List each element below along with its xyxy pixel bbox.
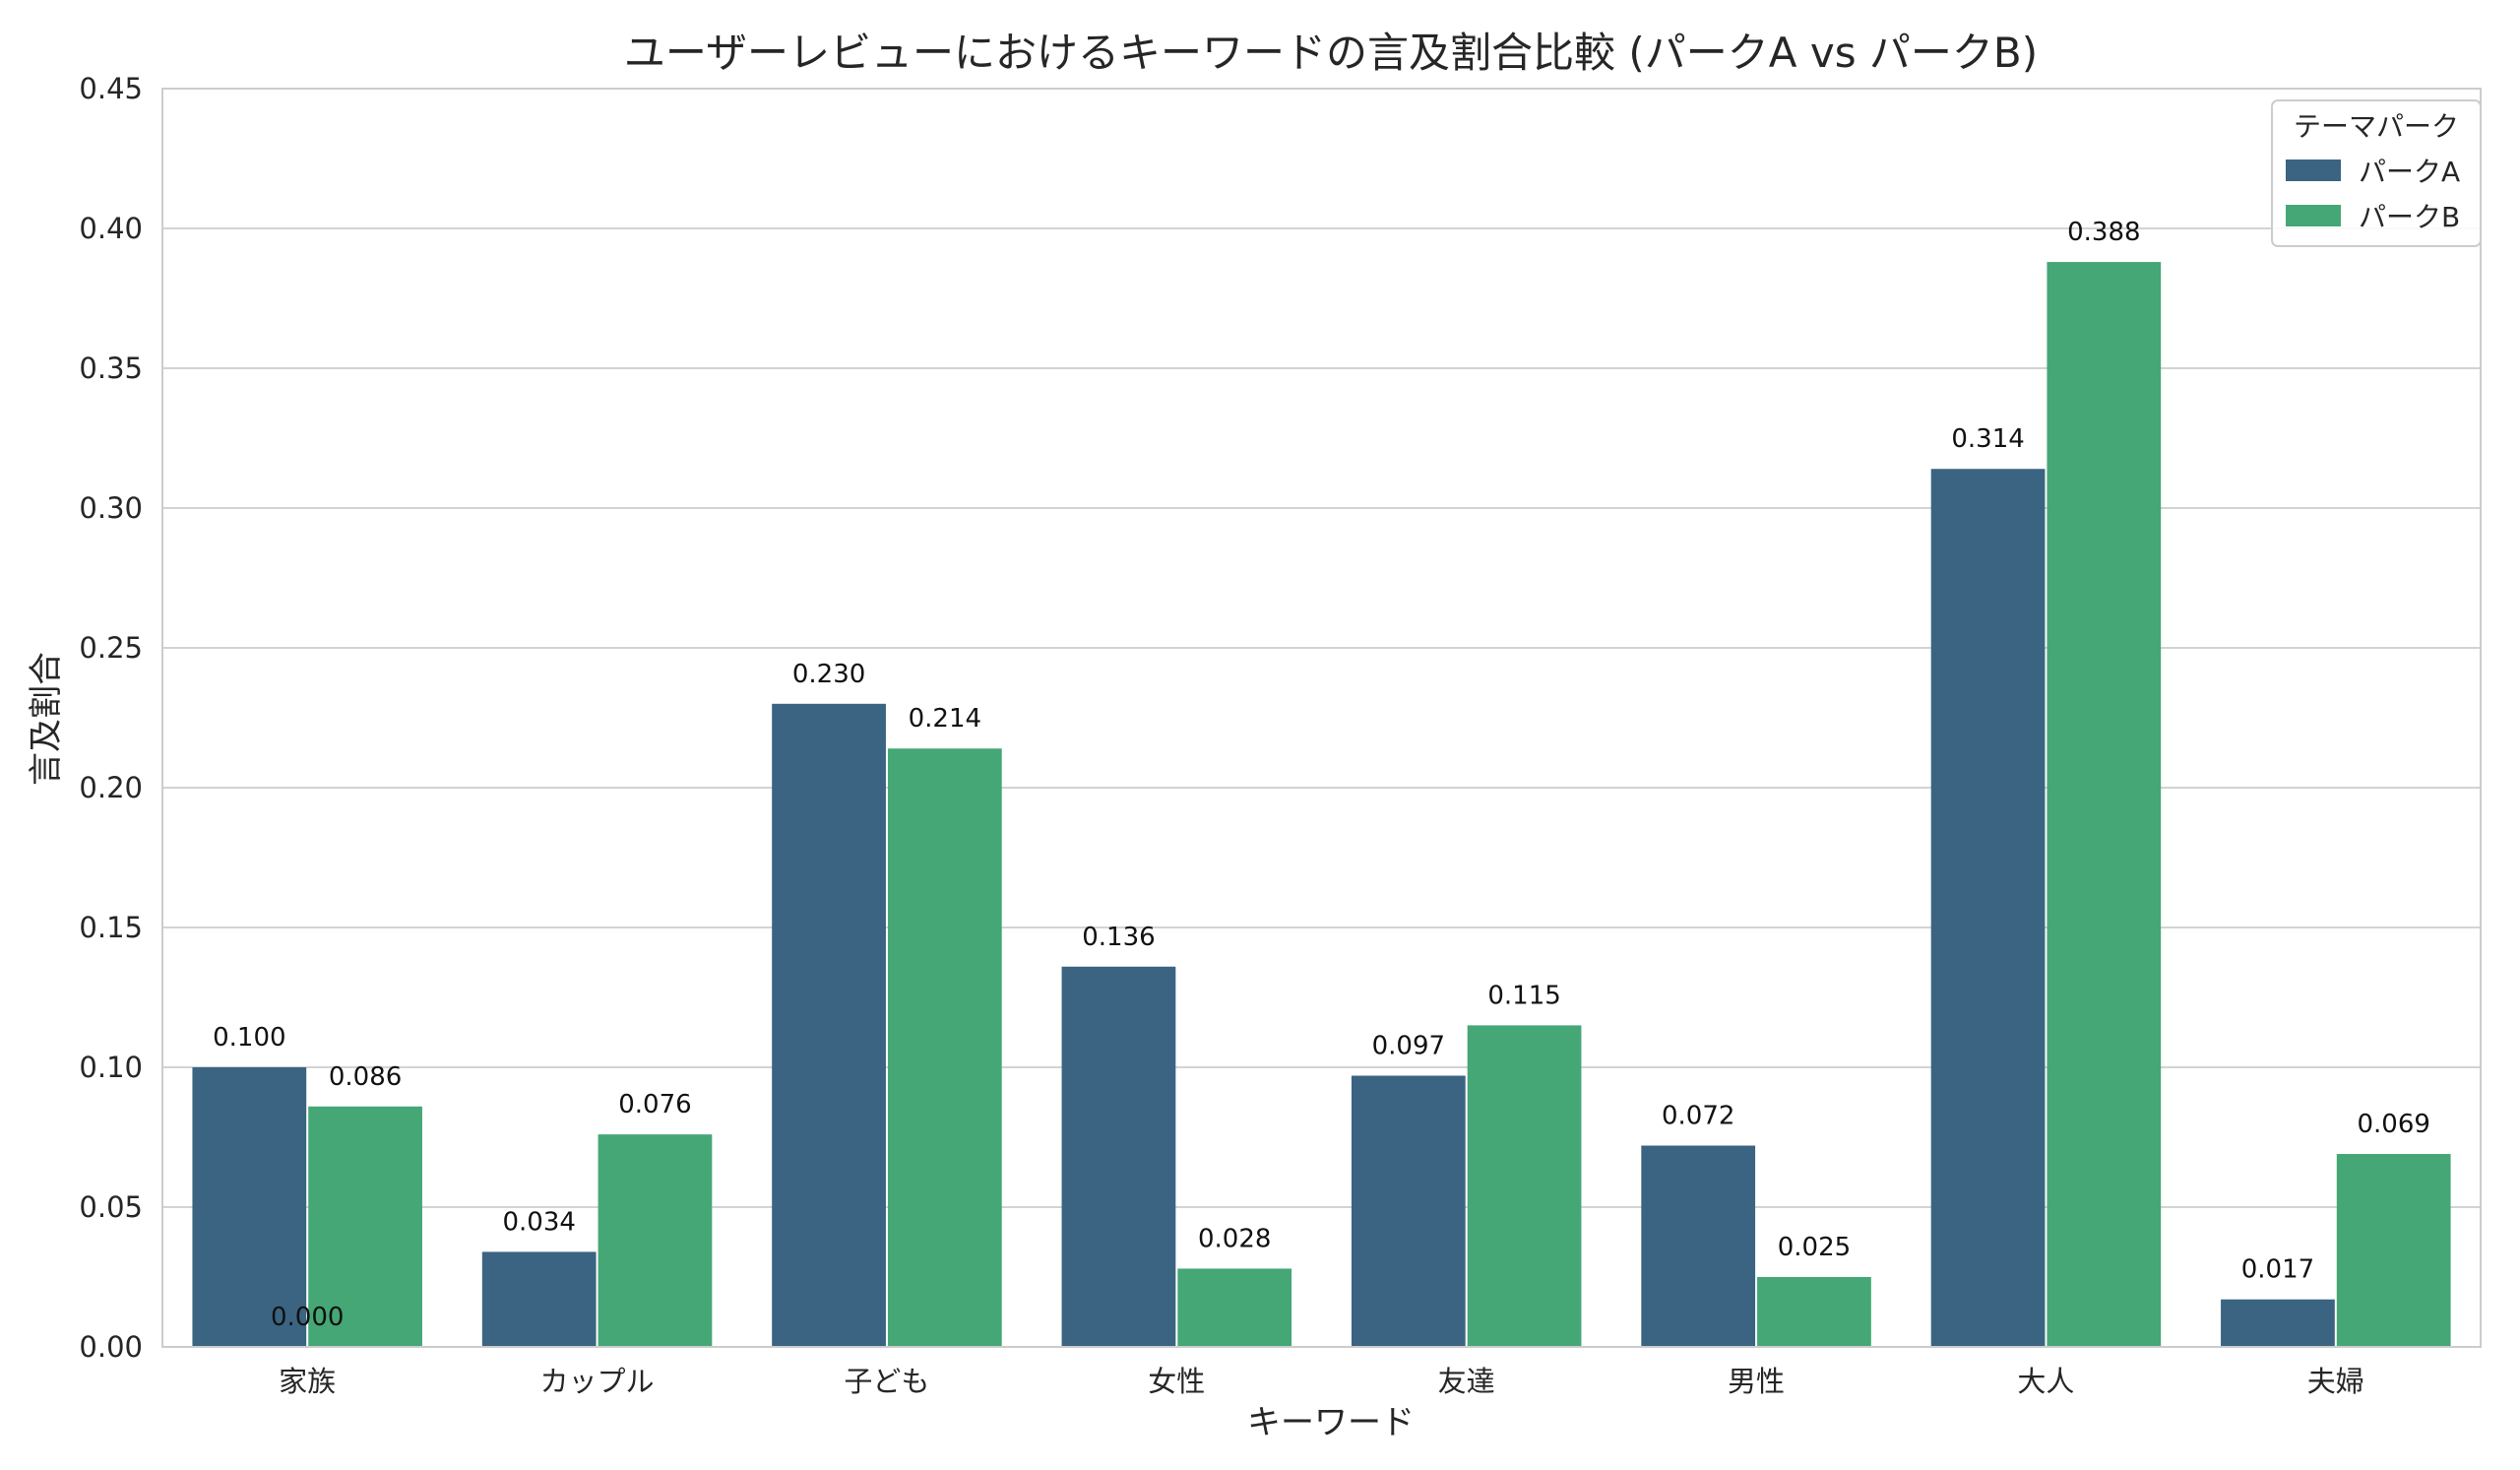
bar (772, 703, 886, 1347)
chart-title: ユーザーレビューにおけるキーワードの言及割合比較 (パークA vs パークB) (624, 29, 2038, 77)
legend-swatch (2286, 205, 2341, 226)
bar (1351, 1075, 1466, 1347)
bar (1757, 1277, 1871, 1347)
x-tick-label: 家族 (279, 1365, 336, 1398)
x-tick-label: 女性 (1148, 1365, 1205, 1398)
bar-value-label: 0.314 (1951, 424, 2024, 454)
bar (598, 1134, 713, 1347)
bar (2047, 262, 2162, 1348)
y-tick-label: 0.35 (79, 352, 143, 385)
bar-value-label: 0.028 (1198, 1224, 1271, 1253)
legend-entry-label: パークB (2359, 201, 2460, 233)
bar (1641, 1145, 1756, 1347)
bar (2221, 1299, 2335, 1347)
x-axis-title: キーワード (1247, 1403, 1415, 1442)
bar (192, 1067, 307, 1347)
bar-value-label: 0.076 (618, 1090, 691, 1119)
legend-title: テーマパーク (2294, 110, 2459, 143)
legend-entry-label: パークA (2359, 156, 2460, 188)
bar (1061, 966, 1176, 1347)
bar-value-label: 0.214 (909, 704, 981, 734)
y-tick-label: 0.20 (79, 771, 143, 804)
bar-value-label: 0.136 (1082, 923, 1155, 952)
y-tick-label: 0.45 (79, 72, 143, 105)
zero-annotation-label: 0.000 (271, 1303, 344, 1332)
bar-value-label: 0.388 (2067, 218, 2140, 247)
y-tick-label: 0.00 (79, 1330, 143, 1364)
y-tick-label: 0.05 (79, 1190, 143, 1224)
bar-value-label: 0.069 (2357, 1110, 2429, 1139)
bar-value-label: 0.034 (502, 1207, 575, 1237)
y-tick-label: 0.30 (79, 491, 143, 525)
y-axis-title: 言及割合 (27, 652, 66, 786)
y-tick-label: 0.15 (79, 911, 143, 944)
x-tick-label: 子ども (844, 1365, 929, 1398)
x-tick-label: 夫婦 (2307, 1365, 2364, 1398)
bar (887, 748, 1002, 1347)
y-tick-label: 0.40 (79, 212, 143, 245)
legend: テーマパーク パークA パークB (2271, 99, 2482, 247)
bar-value-label: 0.086 (329, 1062, 402, 1092)
bar-value-label: 0.072 (1662, 1102, 1734, 1131)
x-tick-label: 友達 (1438, 1365, 1495, 1398)
bar (308, 1106, 422, 1347)
bar (1930, 469, 2046, 1347)
bar (481, 1251, 597, 1347)
bar-value-label: 0.017 (2241, 1255, 2314, 1285)
x-tick-label: カップル (540, 1365, 655, 1398)
x-tick-label: 男性 (1728, 1365, 1785, 1398)
bar-value-label: 0.115 (1487, 981, 1560, 1010)
bar-value-label: 0.025 (1778, 1233, 1851, 1262)
bar (1177, 1268, 1292, 1347)
legend-swatch (2286, 160, 2341, 181)
y-tick-label: 0.25 (79, 631, 143, 665)
bar-value-label: 0.230 (792, 660, 865, 689)
y-tick-label: 0.10 (79, 1051, 143, 1084)
plot-frame (161, 88, 2482, 1348)
bar-value-label: 0.097 (1372, 1032, 1445, 1061)
bar (1467, 1025, 1582, 1347)
bar (2336, 1154, 2451, 1347)
x-tick-label: 大人 (2017, 1365, 2074, 1398)
bar-value-label: 0.100 (213, 1023, 285, 1053)
